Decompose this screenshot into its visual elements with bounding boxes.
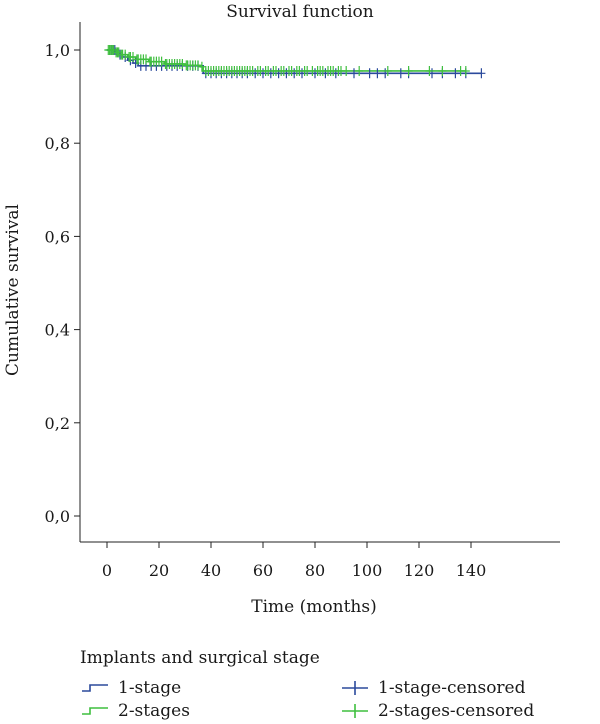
censor-mark-2-stages xyxy=(142,54,150,65)
censor-mark-1-stage xyxy=(365,68,374,79)
survival-curve-2-stages xyxy=(107,49,466,72)
x-tick-label: 120 xyxy=(404,561,435,580)
x-tick-label: 20 xyxy=(149,561,169,580)
censor-mark-1-stage xyxy=(350,68,358,79)
y-tick-label: 0,6 xyxy=(45,227,70,246)
y-axis-label: Cumulative survival xyxy=(3,204,23,376)
censor-mark-2-stages xyxy=(178,58,187,69)
y-axis-ticks: 0,0 0,2 0,4 0,6 0,8 1,0 xyxy=(45,41,80,526)
y-tick-label: 0,8 xyxy=(45,134,70,153)
x-tick-label: 100 xyxy=(352,561,383,580)
chart-title: Survival function xyxy=(226,2,374,22)
censor-mark-2-stages xyxy=(383,65,392,76)
legend-item-1-stage: 1-stage xyxy=(80,678,181,698)
x-tick-label: 0 xyxy=(102,561,112,580)
x-axis-ticks: 0 20 40 60 80 100 120 140 xyxy=(102,542,486,580)
legend-label: 1-stage xyxy=(118,678,182,698)
censor-marks xyxy=(104,45,486,79)
censor-mark-1-stage xyxy=(477,68,486,79)
legend-item-2-stages: 2-stages xyxy=(80,701,190,721)
censor-mark-2-stages xyxy=(438,65,447,76)
legend-label: 1-stage-censored xyxy=(378,678,526,698)
censor-mark-1-stage xyxy=(396,68,405,79)
x-tick-label: 80 xyxy=(305,561,325,580)
legend-label: 2-stages xyxy=(118,701,190,721)
censor-mark-2-stages xyxy=(197,61,206,72)
y-tick-label: 0,2 xyxy=(45,414,70,433)
censor-mark-2-stages xyxy=(425,65,434,76)
censor-mark-2-stages xyxy=(121,49,130,60)
censor-mark-2-stages xyxy=(194,60,202,71)
censor-mark-2-stages xyxy=(461,65,470,76)
step-line-icon xyxy=(82,707,108,715)
axes xyxy=(79,22,560,543)
legend-item-1-stage-censored: 1-stage-censored xyxy=(340,678,526,698)
x-axis-label: Time (months) xyxy=(251,597,377,617)
censor-mark-2-stages xyxy=(157,56,166,67)
survival-plot: 0,0 0,2 0,4 0,6 0,8 1,0 0 20 40 60 80 100 120 140 xyxy=(45,22,560,580)
censor-mark-2-stages xyxy=(355,65,364,76)
step-line-icon xyxy=(82,684,108,692)
plus-icon xyxy=(342,681,368,695)
legend-title: Implants and surgical stage xyxy=(80,648,320,668)
plus-icon xyxy=(342,704,368,718)
x-tick-label: 40 xyxy=(201,561,221,580)
x-tick-label: 60 xyxy=(253,561,273,580)
legend-item-2-stages-censored: 2-stages-censored xyxy=(340,701,534,721)
censor-mark-2-stages xyxy=(342,65,351,76)
legend-label: 2-stages-censored xyxy=(378,701,535,721)
x-tick-label: 140 xyxy=(456,561,487,580)
censor-mark-2-stages xyxy=(129,51,137,62)
censor-mark-2-stages xyxy=(404,65,413,76)
y-tick-label: 1,0 xyxy=(45,41,70,60)
censor-mark-1-stage xyxy=(451,68,460,79)
y-tick-label: 0,0 xyxy=(45,507,70,526)
censor-mark-1-stage xyxy=(373,68,382,79)
y-tick-label: 0,4 xyxy=(45,321,70,340)
